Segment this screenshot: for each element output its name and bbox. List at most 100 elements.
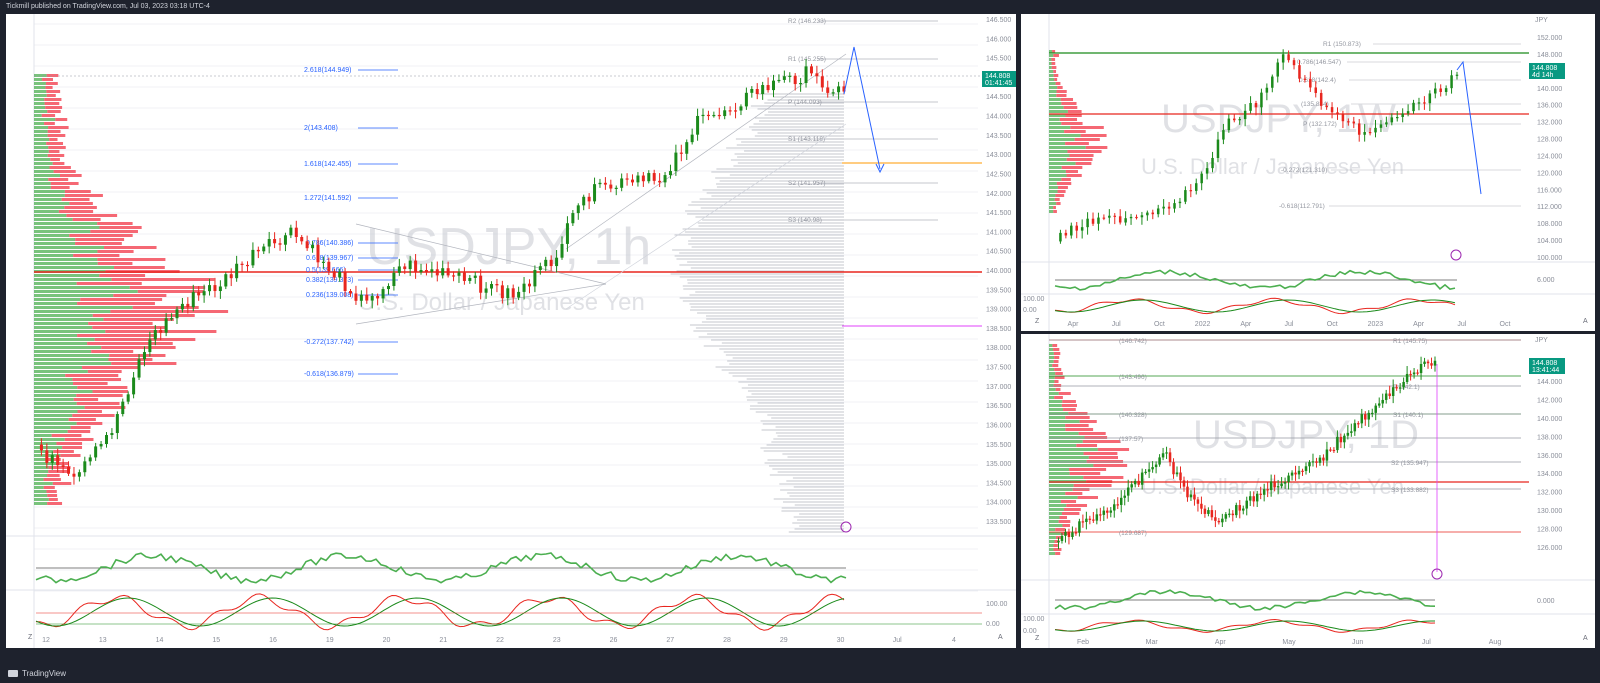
main-candle — [153, 330, 157, 340]
daily-volume-profile-bar-buy — [1049, 420, 1080, 423]
daily-level-label: (137.57) — [1119, 436, 1143, 443]
main-volume-profile-bar-sell — [72, 414, 115, 417]
weekly-volume-profile-bar-sell — [1057, 86, 1063, 89]
main-candle — [739, 106, 743, 111]
main-volume-profile-bar-buy — [34, 242, 76, 245]
daily-candle — [1179, 472, 1182, 481]
main-time-axis-tick: 26 — [610, 637, 618, 644]
weekly-volume-profile-bar-buy — [1049, 54, 1054, 57]
daily-candle — [1430, 363, 1433, 366]
daily-chart-canvas[interactable]: USDJPY, 1DU.S. Dollar / Japanese Yen(146… — [1021, 334, 1595, 648]
weekly-chart-panel[interactable]: USDJPY, 1W U.S. Dollar / Japanese Yen R1 (… — [1021, 14, 1595, 331]
daily-volume-profile-bar-buy — [1049, 508, 1064, 511]
main-candle — [744, 92, 748, 107]
daily-candle — [1402, 381, 1405, 388]
main-candle — [397, 266, 401, 273]
main-volume-profile-bar-sell — [47, 130, 61, 133]
weekly-level-label: 0.618(142.4) — [1299, 77, 1336, 84]
main-chart-panel[interactable]: USDJPY, 1h U.S. Dollar / Japanese Yen 2.61… — [6, 14, 1016, 648]
daily-candle — [1426, 361, 1430, 364]
daily-volume-profile-bar-sell — [1086, 460, 1124, 463]
main-volume-profile-bar-sell — [92, 314, 195, 317]
daily-volume-profile-bar-sell — [1061, 404, 1077, 407]
main-volume-profile-bar-sell — [47, 502, 63, 505]
daily-volume-profile-bar-sell — [1052, 364, 1059, 367]
daily-candle — [1423, 361, 1426, 364]
main-volume-profile-bar-sell — [76, 394, 123, 397]
main-candle — [544, 259, 548, 267]
weekly-volume-profile-bar-sell — [1053, 70, 1057, 73]
daily-volume-profile-bar-sell — [1084, 436, 1108, 439]
main-candle — [663, 175, 667, 183]
main-candle — [370, 296, 374, 301]
main-candle — [300, 237, 304, 242]
weekly-candle — [1124, 218, 1127, 223]
weekly-volume-profile-bar-buy — [1049, 130, 1065, 133]
daily-volume-profile-bar-buy — [1049, 388, 1056, 391]
main-candle — [39, 444, 43, 451]
main-price-axis-tick: 143.000 — [986, 152, 1011, 159]
weekly-auto-button[interactable]: A — [1583, 318, 1588, 325]
main-candle — [94, 446, 98, 458]
main-candle — [245, 264, 249, 267]
main-volume-profile-bar-sell — [73, 398, 99, 401]
weekly-stoch-line-b — [1054, 299, 1456, 313]
daily-volume-profile-bar-sell — [1058, 520, 1071, 523]
daily-candle — [1207, 510, 1210, 514]
daily-candle — [1221, 518, 1224, 523]
daily-candle — [1231, 513, 1235, 516]
main-volume-profile-bar-buy — [34, 114, 42, 117]
weekly-watermark-name: U.S. Dollar / Japanese Yen — [1141, 154, 1404, 179]
daily-level-label: (129.687) — [1119, 530, 1147, 537]
main-volume-profile-bar-sell — [99, 274, 146, 277]
main-auto-button[interactable]: A — [998, 634, 1003, 641]
main-volume-profile-bar-sell — [43, 478, 61, 481]
main-time-axis-tick: 12 — [42, 637, 50, 644]
weekly-price-label: 144.808 — [1532, 65, 1557, 72]
weekly-volume-profile-bar-sell — [1056, 90, 1067, 93]
weekly-candle — [1173, 203, 1176, 209]
main-volume-profile-bar-buy — [34, 486, 44, 489]
main-volume-profile-bar-buy — [34, 166, 50, 169]
weekly-candle — [1325, 105, 1328, 108]
main-candle — [72, 473, 76, 477]
fib-label: 1.272(141.592) — [304, 195, 351, 202]
daily-price-axis-tick: 126.000 — [1537, 545, 1562, 552]
daily-volume-profile-bar-sell — [1068, 412, 1088, 415]
daily-volume-profile-bar-buy — [1049, 448, 1098, 451]
main-candle — [641, 175, 645, 182]
weekly-zoom-button[interactable]: Z — [1035, 318, 1040, 325]
daily-candle — [1196, 499, 1200, 504]
main-candle — [582, 196, 586, 206]
main-volume-profile-bar-buy — [34, 386, 78, 389]
daily-indicator-axis-bottom: 0.00 — [1023, 628, 1037, 635]
daily-volume-profile-bar-buy — [1049, 376, 1055, 379]
daily-auto-button[interactable]: A — [1583, 635, 1588, 642]
main-price-axis-tick: 133.500 — [986, 519, 1011, 526]
main-candle — [706, 114, 710, 117]
weekly-volume-profile-bar-buy — [1049, 122, 1062, 125]
weekly-price-axis-tick: 128.000 — [1537, 137, 1562, 144]
main-chart-canvas[interactable]: USDJPY, 1hU.S. Dollar / Japanese Yen2.61… — [6, 14, 1016, 648]
weekly-volume-profile-bar-sell — [1054, 78, 1058, 81]
main-zoom-button[interactable]: Z — [28, 634, 33, 641]
main-volume-profile-bar-sell — [69, 202, 93, 205]
weekly-candle — [1075, 225, 1078, 231]
daily-zoom-button[interactable]: Z — [1035, 635, 1040, 642]
main-candle — [137, 359, 141, 378]
main-volume-profile-bar-sell — [75, 238, 125, 241]
daily-volume-profile-bar-buy — [1049, 552, 1056, 555]
weekly-chart-canvas[interactable]: USDJPY, 1W U.S. Dollar / Japanese Yen R1 (… — [1021, 14, 1595, 331]
daily-chart-panel[interactable]: USDJPY, 1D U.S. Dollar / Japanese Yen (146… — [1021, 334, 1595, 648]
main-candle — [549, 259, 553, 267]
daily-volume-profile-bar-sell — [1058, 392, 1071, 395]
main-price-axis-tick: 140.000 — [986, 268, 1011, 275]
main-candle — [229, 274, 233, 279]
weekly-candle — [1292, 60, 1296, 66]
main-volume-profile-bar-buy — [34, 122, 45, 125]
daily-candle — [1290, 472, 1294, 476]
main-volume-profile-bar-buy — [34, 194, 65, 197]
weekly-time-axis-tick: Jul — [1457, 321, 1466, 328]
main-candle — [267, 239, 271, 247]
weekly-volume-profile-bar-buy — [1049, 82, 1056, 85]
